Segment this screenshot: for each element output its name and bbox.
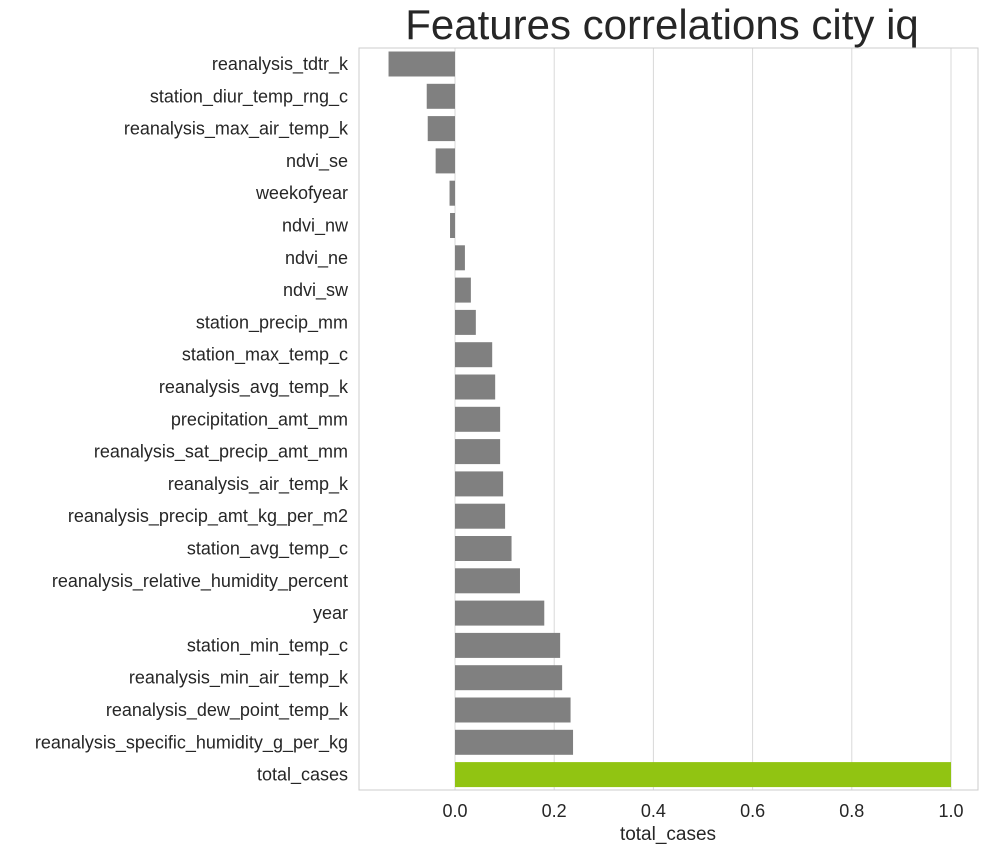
x-tick-label: 0.8	[839, 801, 864, 821]
bar-station-avg-temp-c	[455, 536, 512, 561]
bar-ndvi-sw	[455, 277, 471, 303]
y-tick-label: year	[313, 603, 348, 623]
y-tick-label: reanalysis_tdtr_k	[212, 54, 349, 75]
y-tick-label: station_min_temp_c	[187, 635, 348, 656]
y-tick-label: ndvi_nw	[282, 216, 349, 237]
x-tick-label: 0.6	[740, 801, 765, 821]
chart-title: Features correlations city iq	[405, 1, 919, 48]
y-tick-label: reanalysis_precip_amt_kg_per_m2	[68, 506, 348, 527]
bar-station-min-temp-c	[455, 632, 561, 658]
y-tick-label: ndvi_ne	[285, 248, 348, 269]
y-tick-label: precipitation_amt_mm	[171, 409, 348, 430]
y-tick-label: reanalysis_avg_temp_k	[159, 377, 349, 398]
bar-reanalysis-max-air-temp-k	[427, 116, 455, 142]
y-tick-label: reanalysis_relative_humidity_percent	[52, 571, 348, 592]
x-axis-label: total_cases	[620, 824, 716, 845]
bar-station-diur-temp-rng-c	[426, 83, 455, 109]
y-tick-label: ndvi_se	[286, 151, 348, 172]
y-tick-label: station_precip_mm	[196, 312, 348, 333]
y-tick-label: station_max_temp_c	[182, 345, 348, 366]
y-tick-label: station_avg_temp_c	[187, 539, 348, 560]
bar-reanalysis-precip-amt-kg-per-m2	[455, 503, 506, 529]
bar-ndvi-nw	[450, 213, 455, 238]
bar-year	[455, 600, 545, 626]
x-tick-label: 0.0	[442, 801, 467, 821]
y-tick-label: reanalysis_dew_point_temp_k	[106, 700, 349, 721]
category-labels: reanalysis_tdtr_k station_diur_temp_rng_c…	[35, 54, 349, 786]
bar-station-max-temp-c	[455, 342, 493, 368]
bar-station-precip-mm	[455, 309, 476, 335]
bar-reanalysis-sat-precip-amt-mm	[455, 439, 501, 465]
y-tick-label: reanalysis_max_air_temp_k	[124, 119, 349, 140]
bars	[388, 51, 951, 788]
y-tick-label: weekofyear	[255, 183, 348, 203]
x-tick-label: 1.0	[938, 801, 963, 821]
y-tick-label: station_diur_temp_rng_c	[150, 86, 348, 107]
bar-reanalysis-specific-humidity-g-per-kg	[455, 729, 574, 755]
bar-reanalysis-dew-point-temp-k	[455, 697, 571, 723]
plot-frame	[358, 47, 979, 791]
bar-reanalysis-air-temp-k	[455, 471, 504, 497]
y-tick-label: total_cases	[257, 765, 348, 786]
bar-weekofyear	[449, 180, 455, 206]
bar-ndvi-ne	[455, 245, 465, 271]
bar-total-cases	[455, 762, 951, 788]
y-tick-label: reanalysis_air_temp_k	[168, 474, 349, 495]
bar-precipitation-amt-mm	[455, 406, 501, 432]
x-tick-label: 0.2	[542, 801, 567, 821]
bar-reanalysis-tdtr-k	[388, 51, 455, 77]
x-tick-label: 0.4	[641, 801, 666, 821]
y-tick-label: ndvi_sw	[283, 280, 349, 301]
bar-reanalysis-avg-temp-k	[455, 374, 496, 400]
bar-ndvi-se	[435, 148, 455, 174]
y-tick-label: reanalysis_min_air_temp_k	[129, 668, 349, 689]
bar-reanalysis-min-air-temp-k	[455, 665, 563, 691]
y-tick-label: reanalysis_specific_humidity_g_per_kg	[35, 732, 348, 753]
y-tick-label: reanalysis_sat_precip_amt_mm	[94, 442, 348, 463]
bar-reanalysis-relative-humidity-percent	[455, 568, 520, 594]
x-tick-labels: 0.0 0.2 0.4 0.6 0.8 1.0	[442, 801, 963, 821]
